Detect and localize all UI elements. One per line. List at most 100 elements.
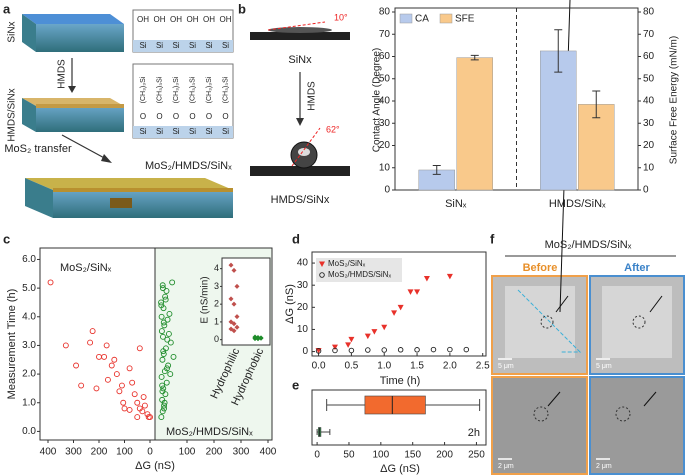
point <box>169 279 176 286</box>
chem-label: O <box>222 112 228 121</box>
point <box>371 329 378 335</box>
chem-label: Si <box>156 127 163 136</box>
point <box>381 347 387 353</box>
chem-label: Si <box>139 41 146 50</box>
y-tick-label: 2.0 <box>22 369 36 380</box>
panel-title: MoS₂/HMDS/SiNₓ <box>545 239 632 251</box>
point <box>255 336 261 342</box>
point <box>381 324 388 331</box>
row-label: SiNx <box>7 21 18 42</box>
point <box>134 414 141 421</box>
x-tick-label: 1.5 <box>410 361 424 372</box>
point <box>407 289 414 295</box>
point <box>160 351 167 357</box>
panel-label: b <box>238 1 246 16</box>
point <box>164 365 170 372</box>
point <box>447 346 453 353</box>
chem-label: (CH₃)₃Si <box>222 76 229 103</box>
y-tick-label: 60 <box>379 51 391 62</box>
point <box>160 348 167 355</box>
point <box>161 399 168 406</box>
x-tick-label: 0 <box>147 447 153 458</box>
annotation: 2h <box>468 427 480 439</box>
chem-label: Si <box>205 127 212 136</box>
point <box>170 353 177 360</box>
y2-tick-label: 50 <box>643 73 655 84</box>
point <box>234 314 240 320</box>
chem-label: (CH₃)₃Si <box>156 76 163 103</box>
point <box>141 402 148 409</box>
step-label: HMDS <box>57 59 68 89</box>
x-tick-label: 1.0 <box>377 361 391 372</box>
point <box>73 362 80 369</box>
x-axis-label: ΔG (nS) <box>380 463 420 475</box>
point <box>166 310 173 317</box>
y2-tick-label: 40 <box>643 96 655 107</box>
panel-label: d <box>292 231 300 246</box>
y2-tick-label: 60 <box>643 51 655 62</box>
panel-label: e <box>292 377 299 392</box>
point <box>332 347 338 354</box>
y-tick-label: 3 <box>214 281 219 291</box>
point <box>126 406 133 413</box>
chem-label: OH <box>203 15 215 24</box>
chem-label: Si <box>189 127 196 136</box>
point <box>87 339 94 346</box>
point <box>108 362 115 369</box>
y-tick-label: 0 <box>214 334 219 344</box>
angle-label: 10° <box>334 12 348 22</box>
x-tick-label: 100 <box>179 447 196 458</box>
point <box>116 388 123 395</box>
point <box>228 262 234 268</box>
chem-label: O <box>173 112 179 121</box>
point <box>78 382 85 389</box>
chem-label: O <box>156 112 162 121</box>
point <box>365 347 371 353</box>
point <box>164 316 171 323</box>
point <box>160 319 167 326</box>
bar <box>456 57 493 191</box>
chem-label: Si <box>205 41 212 50</box>
error-bar <box>470 54 479 61</box>
chem-label: O <box>206 112 212 121</box>
point <box>158 414 165 421</box>
legend-swatch <box>399 13 413 24</box>
y-tick-label: 20 <box>379 140 391 151</box>
point <box>161 402 168 409</box>
panel-label: f <box>490 231 495 246</box>
point <box>315 348 322 354</box>
scale-bar-label: 5 μm <box>498 363 514 370</box>
point <box>348 336 355 343</box>
annotation: MoS₂/HMDS/SiNₓ <box>166 426 253 438</box>
point <box>348 347 355 354</box>
panel-f-art <box>491 0 685 475</box>
legend-label: MoS₂/HMDS/SiNₓ <box>328 270 391 279</box>
y2-axis-label: Surface Free Energy (mN/m) <box>669 36 680 164</box>
point <box>231 328 237 334</box>
point <box>163 379 170 386</box>
x-tick-label: 250 <box>468 450 485 461</box>
chem-label: (CH₃)₃Si <box>206 76 213 103</box>
point <box>104 376 111 383</box>
point <box>160 285 166 292</box>
point <box>121 405 128 412</box>
error-bar <box>592 90 601 119</box>
chem-label: Si <box>156 41 163 50</box>
point <box>158 313 165 320</box>
bar <box>540 50 577 191</box>
x-tick-label: 400 <box>260 447 277 458</box>
point <box>161 405 168 412</box>
y-tick-label: 80 <box>379 7 391 18</box>
point <box>162 296 169 303</box>
y-tick-label: 0 <box>302 346 308 357</box>
angle-label: 62° <box>326 124 340 134</box>
x-tick-label: 0.0 <box>312 361 326 372</box>
point <box>111 356 118 363</box>
inset-frame <box>221 257 271 346</box>
chem-label: (CH₃)₃Si <box>189 76 196 103</box>
point <box>47 279 54 286</box>
y-axis-label: E (nS/min) <box>200 276 211 323</box>
y-tick-label: 30 <box>379 118 391 129</box>
point <box>159 408 166 415</box>
